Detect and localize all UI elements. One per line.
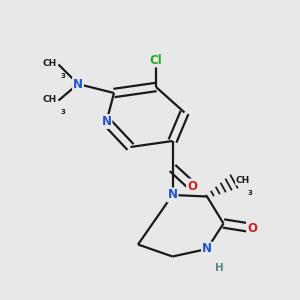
- Text: CH: CH: [43, 95, 57, 104]
- Text: N: N: [167, 188, 178, 202]
- Text: Cl: Cl: [150, 53, 162, 67]
- Text: N: N: [101, 115, 112, 128]
- Text: 3: 3: [247, 190, 252, 196]
- Text: H: H: [214, 262, 224, 273]
- Text: CH: CH: [236, 176, 250, 185]
- Text: CH: CH: [43, 59, 57, 68]
- Text: N: N: [202, 242, 212, 256]
- Text: O: O: [187, 179, 197, 193]
- Text: N: N: [73, 77, 83, 91]
- Text: 3: 3: [61, 110, 65, 116]
- Text: O: O: [247, 221, 257, 235]
- Text: 3: 3: [61, 74, 65, 80]
